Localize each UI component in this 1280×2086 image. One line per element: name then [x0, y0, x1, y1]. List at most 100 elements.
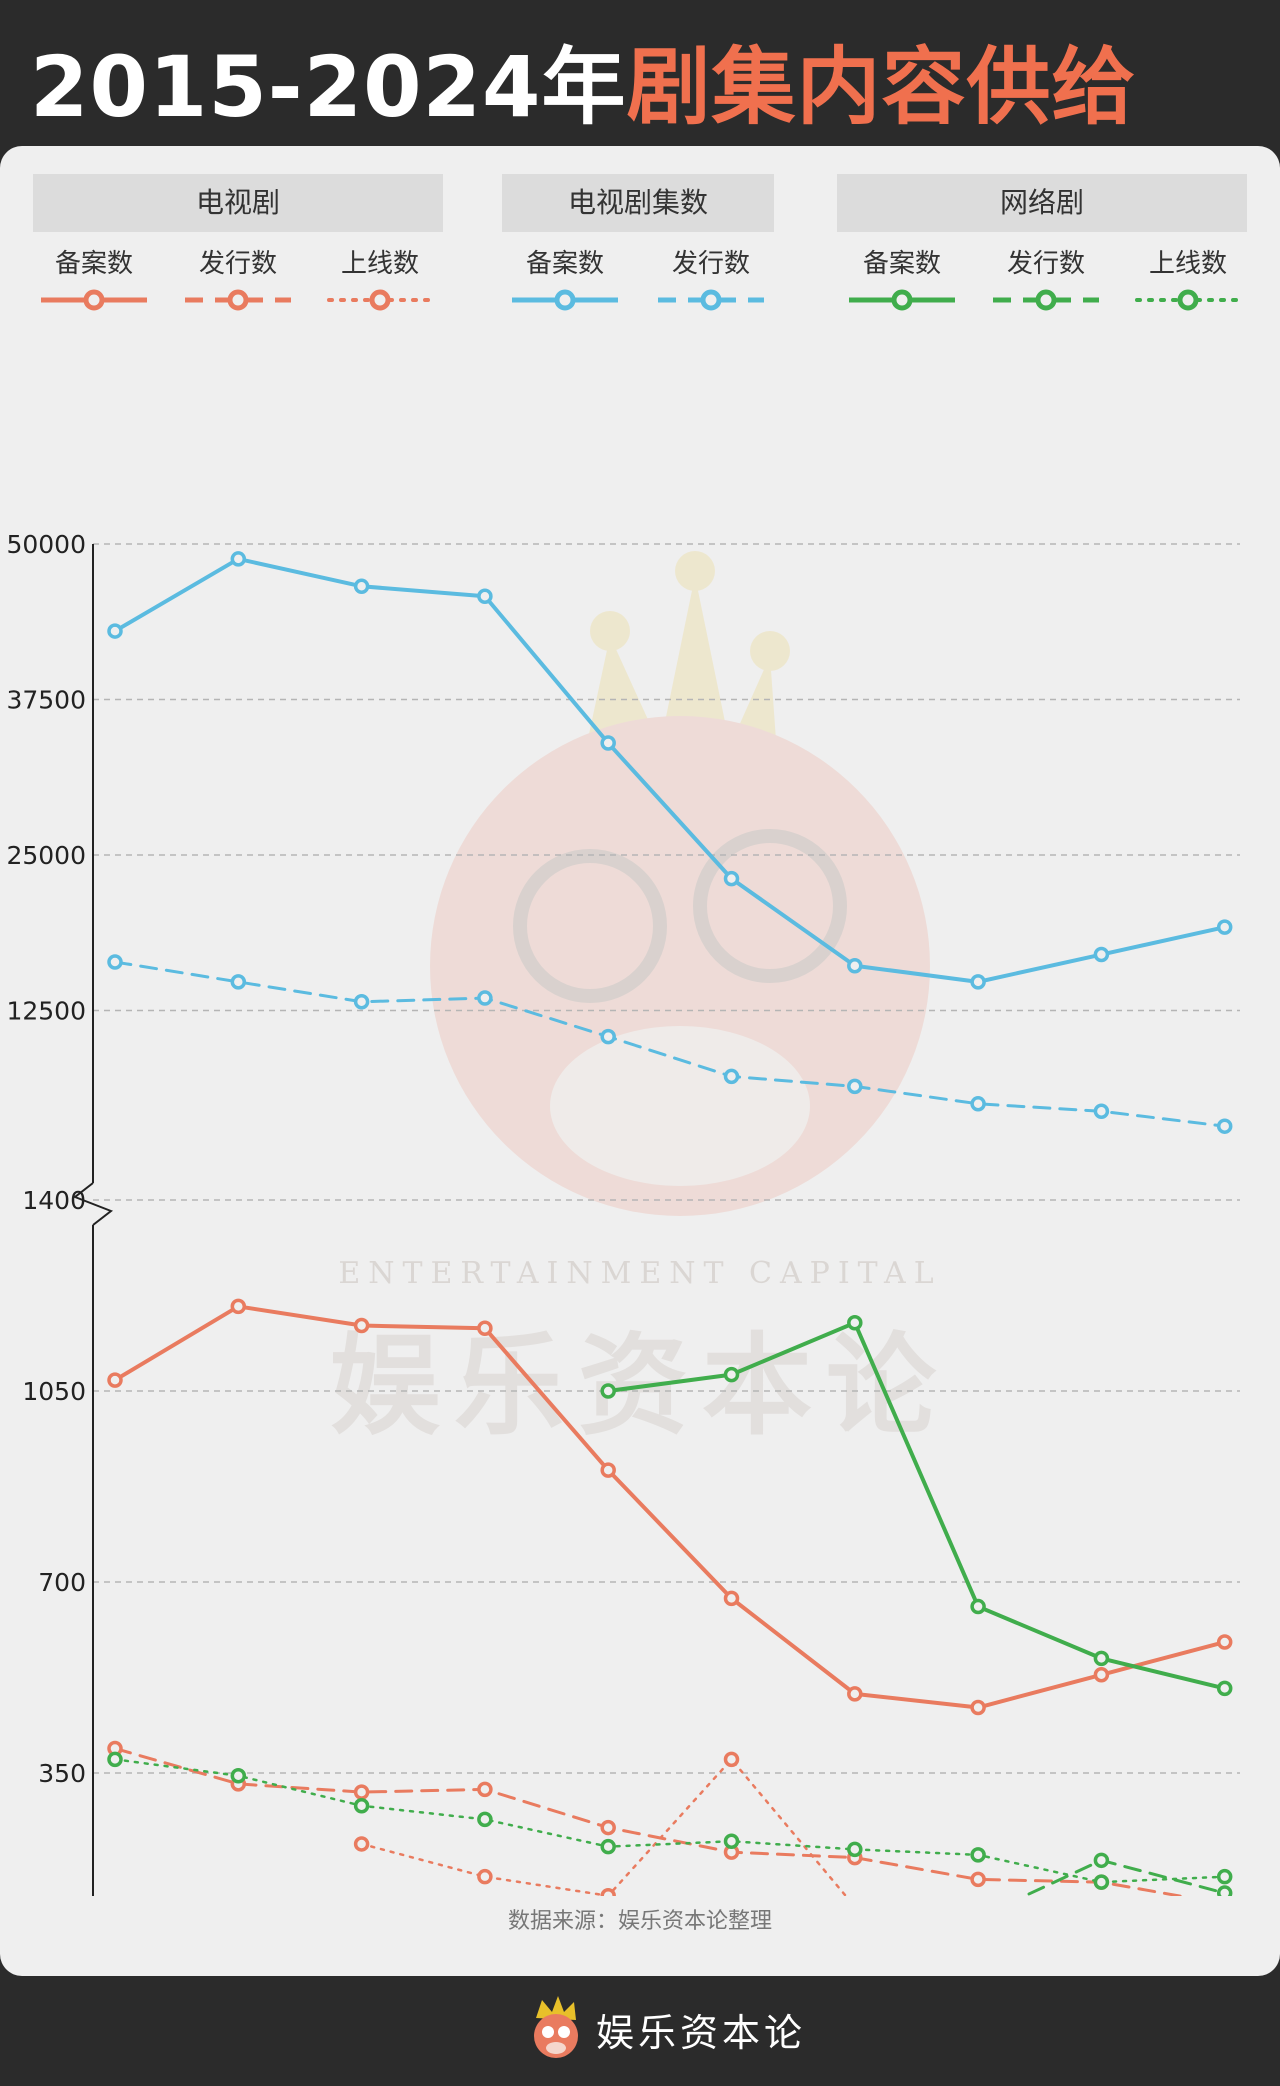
- series-line: [113, 1746, 1189, 1896]
- data-point: [970, 1699, 986, 1716]
- data-point: [353, 994, 370, 1010]
- brand-logo-icon: [534, 1996, 578, 2058]
- y-tick-label: 1400: [22, 1186, 86, 1215]
- data-point: [600, 1028, 616, 1045]
- header: 2015-2024年剧集内容供给: [0, 0, 1280, 150]
- legend-item-web-released: 发行数: [991, 246, 1101, 312]
- data-source-note: 数据来源：娱乐资本论整理: [507, 1909, 772, 1934]
- y-tick-label: 12500: [6, 997, 86, 1026]
- data-point: [477, 1320, 493, 1336]
- legend-item-tv-filed: 备案数: [39, 246, 149, 312]
- data-point: [353, 1784, 370, 1800]
- series-layer: [107, 551, 1233, 1896]
- data-point: [1093, 1667, 1110, 1683]
- legend-label: 备案数: [54, 249, 133, 279]
- data-point: [970, 1871, 986, 1888]
- legend-group-tv: 电视剧 备案数 发行数 上线数: [33, 174, 443, 324]
- data-point: [1216, 1868, 1233, 1885]
- data-point: [600, 1888, 616, 1896]
- data-point: [600, 1838, 616, 1855]
- data-point: [1216, 1118, 1233, 1134]
- data-point: [477, 990, 493, 1006]
- data-point: [353, 1797, 370, 1814]
- legend-label: 备案数: [525, 249, 604, 279]
- axis-break-icon: [72, 1182, 114, 1226]
- data-point: [477, 588, 493, 604]
- series-line: [113, 1758, 1226, 1884]
- legend-label: 上线数: [1148, 249, 1227, 279]
- legend-solid-marker: [849, 289, 955, 311]
- data-point: [600, 1819, 616, 1836]
- title-accent: 剧集内容供给: [626, 38, 1137, 136]
- y-tick-label: 25000: [6, 841, 86, 870]
- data-point: [1093, 1852, 1110, 1869]
- watermark-en: ENTERTAINMENT CAPITAL: [338, 1256, 942, 1291]
- data-point: [1093, 1103, 1110, 1120]
- legend-label: 发行数: [198, 249, 277, 279]
- series-tv-solid: [107, 1298, 1233, 1716]
- series-line: [113, 556, 1227, 984]
- legend-item-episodes-filed: 备案数: [510, 246, 620, 312]
- legend-label: 发行数: [671, 249, 750, 279]
- data-point: [723, 1590, 740, 1607]
- data-point: [230, 551, 247, 567]
- y-tick-label: 350: [38, 1759, 86, 1788]
- data-point: [600, 735, 616, 751]
- y-tick-label: 50000: [6, 530, 86, 559]
- data-point: [723, 1366, 740, 1383]
- data-point: [1216, 919, 1233, 935]
- y-tick-label: 700: [38, 1568, 86, 1597]
- data-point: [847, 1841, 863, 1858]
- legend-item-web-filed: 备案数: [847, 246, 957, 312]
- data-point: [1093, 1650, 1110, 1667]
- data-point: [1093, 946, 1110, 963]
- axis-layer: 1250025000375005000003507001050140020152…: [6, 530, 114, 1896]
- grid-layer: [93, 543, 1240, 1774]
- series-line: [360, 1758, 848, 1896]
- data-point: [723, 1751, 740, 1768]
- data-point: [1093, 1874, 1110, 1890]
- series-line: [1021, 1858, 1227, 1896]
- y-tick-label: 1050: [22, 1377, 86, 1406]
- legend-group-title: 网络剧: [837, 174, 1247, 232]
- data-point: [107, 623, 123, 639]
- data-point: [600, 1383, 616, 1399]
- data-point: [107, 1372, 123, 1388]
- data-point: [1216, 1680, 1233, 1697]
- data-point: [107, 1751, 123, 1768]
- line-chart: 1250025000375005000003507001050140020152…: [6, 530, 1240, 1896]
- series-web-dashed: [1021, 1852, 1233, 1896]
- legend-item-tv-released: 发行数: [183, 246, 293, 312]
- data-point: [970, 1847, 986, 1863]
- data-point: [723, 1068, 740, 1085]
- data-point: [970, 1096, 986, 1112]
- footer: 娱乐资本论: [0, 1976, 1280, 2086]
- legend-item-tv-online: 上线数: [325, 246, 435, 312]
- legend-solid-marker: [41, 289, 147, 311]
- series-line: [113, 960, 1227, 1128]
- data-point: [847, 1686, 863, 1702]
- series-line: [606, 1320, 1227, 1691]
- title-main: 2015-2024年: [30, 38, 627, 136]
- legend-label: 备案数: [862, 249, 941, 279]
- legend-dashed-marker: [185, 289, 291, 311]
- data-point: [477, 1781, 493, 1798]
- legend-dotted-marker: [1135, 289, 1243, 311]
- legend-group-title: 电视剧: [33, 174, 443, 232]
- data-point: [230, 1298, 247, 1315]
- chart-card: ENTERTAINMENT CAPITAL 娱乐资本论 电视剧 备案数 发行数 …: [0, 146, 1280, 1976]
- series-web-dotted: [107, 1751, 1233, 1890]
- watermark-cn: 娱乐资本论: [330, 1321, 950, 1450]
- legend-item-web-online: 上线数: [1133, 246, 1243, 312]
- data-point: [847, 957, 863, 974]
- data-point: [1216, 1885, 1233, 1896]
- data-point: [970, 1598, 986, 1615]
- data-point: [600, 1462, 616, 1478]
- data-point: [353, 578, 370, 595]
- series-line: [113, 1304, 1227, 1710]
- legend-group-title: 电视剧集数: [502, 174, 774, 232]
- legend-dotted-marker: [327, 289, 435, 311]
- data-point: [353, 1317, 370, 1334]
- legend-label: 上线数: [340, 249, 419, 279]
- legend-group-episodes: 电视剧集数 备案数 发行数: [502, 174, 774, 324]
